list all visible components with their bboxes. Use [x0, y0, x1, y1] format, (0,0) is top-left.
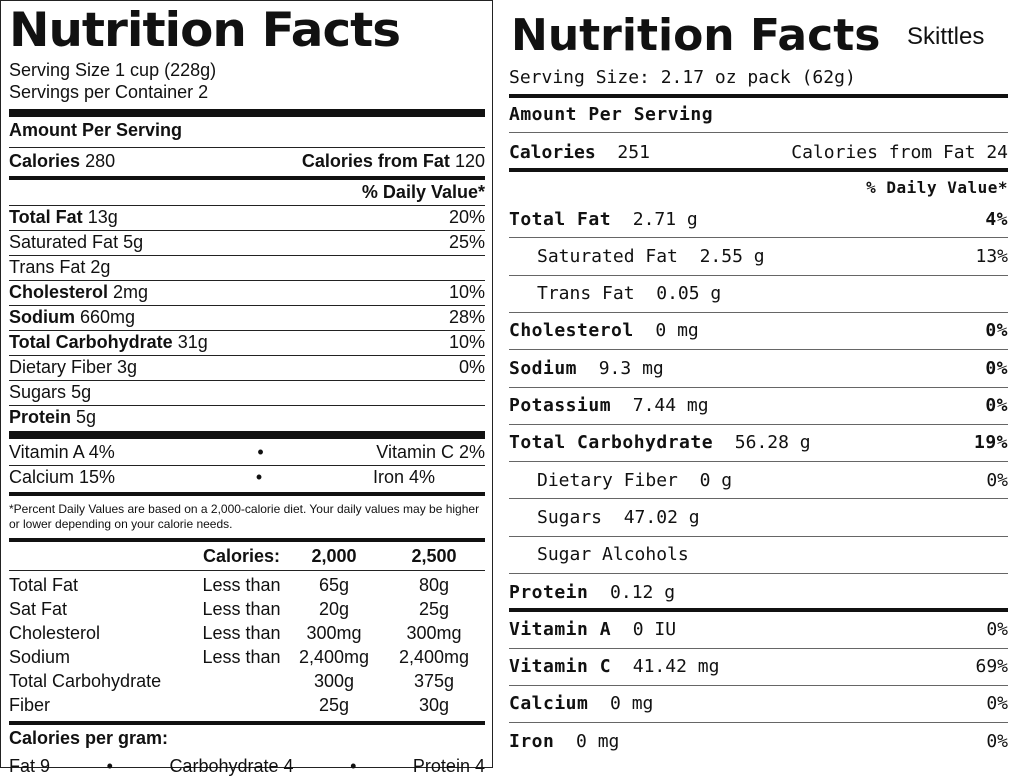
right-nutrient-row: Potassium 7.44 mg 0% — [509, 395, 1008, 416]
right-title: Nutrition Facts — [511, 10, 881, 61]
left-ref-cell: 300mg — [406, 623, 462, 643]
left-ref-cell: Less than — [202, 575, 281, 595]
left-nutrient-row: Protein 5g — [9, 407, 97, 427]
left-ref-cell: Cholesterol — [9, 623, 101, 643]
left-vitamin-row-2: Calcium 15% • Iron 4% — [9, 467, 435, 487]
left-footnote: *Percent Daily Values are based on a 2,0… — [9, 502, 480, 531]
left-ref-cell: 300g — [313, 671, 355, 691]
left-ref-cell: 30g — [418, 695, 450, 715]
left-calories-per-gram: Fat 9 • Carbohydrate 4 • Protein 4 — [9, 756, 485, 776]
right-nutrient-row: Total Fat 2.71 g 4% — [509, 208, 1008, 230]
left-reference-table: Calories: 2,000 2,500 — [202, 546, 457, 566]
right-vitamin-row: Vitamin A 0 IU 0% — [509, 618, 1008, 640]
left-ref-cell: 375g — [413, 671, 455, 691]
left-dv-header: % Daily Value* — [361, 182, 485, 202]
right-nutrient-row: Saturated Fat 2.55 g 13% — [537, 245, 1008, 267]
left-ref-cell: Less than — [202, 647, 281, 667]
left-title: Nutrition Facts — [9, 3, 401, 58]
left-ref-cell: 300mg — [306, 623, 362, 643]
left-ref-cell — [199, 693, 284, 717]
right-serving-size: Serving Size: 2.17 oz pack (62g) — [509, 66, 856, 88]
right-vitamin-row: Vitamin C 41.42 mg 69% — [509, 656, 1008, 678]
nutrition-label-generic: Nutrition Facts Serving Size 1 cup (228g… — [0, 0, 493, 776]
left-nutrient-row: Dietary Fiber 3g 0% — [9, 357, 485, 377]
left-serving-size: Serving Size 1 cup (228g) — [9, 60, 217, 80]
right-vitamin-row: Calcium 0 mg 0% — [509, 693, 1008, 715]
left-ref-cell: Sat Fat — [9, 599, 68, 619]
left-ref-cell: Total Carbohydrate — [9, 671, 162, 691]
divider-thick — [9, 109, 485, 117]
left-ref-cell: 25g — [318, 695, 350, 715]
left-ref-cell: Total Fat — [9, 575, 79, 595]
left-vitamin-row-1: Vitamin A 4% • Vitamin C 2% — [9, 442, 485, 462]
left-nutrient-row: Trans Fat 2g — [9, 257, 111, 277]
left-ref-cell: 80g — [418, 575, 450, 595]
left-ref-cell: 2,400mg — [298, 647, 370, 667]
left-nutrient-list: Total Fat 13g 20% Saturated Fat 5g 25% Trans… — [9, 205, 485, 430]
right-calories-from-fat: Calories from Fat 24 — [791, 141, 1008, 163]
left-amount-per-serving: Amount Per Serving — [9, 120, 183, 140]
right-nutrient-row: Total Carbohydrate 56.28 g 19% — [509, 432, 1008, 454]
right-nutrient-row: Sodium 9.3 mg 0% — [509, 357, 1008, 379]
right-dv-header: % Daily Value* — [866, 177, 1008, 197]
right-nutrient-row: Trans Fat 0.05 g — [537, 283, 722, 305]
left-nutrient-row: Sodium 660mg 28% — [9, 307, 485, 327]
left-servings-per-container: Servings per Container 2 — [9, 82, 209, 102]
left-ref-cell: Less than — [202, 599, 281, 619]
right-nutrient-row: Sugar Alcohols — [537, 544, 689, 566]
left-calories-from-fat: Calories from Fat 120 — [301, 151, 485, 171]
left-calories: Calories 280 — [9, 151, 116, 171]
left-ref-cell: 25g — [418, 599, 450, 619]
right-amount-per-serving: Amount Per Serving — [509, 103, 714, 125]
left-nutrient-row: Sugars 5g — [9, 382, 92, 402]
left-ref-cell: Fiber — [9, 695, 51, 715]
right-product-name: Skittles — [907, 23, 985, 50]
right-nutrient-row: Dietary Fiber 0 g 0% — [537, 469, 1008, 491]
left-ref-cell: Sodium — [9, 647, 71, 667]
left-nutrient-row: Total Fat 13g 20% — [9, 207, 485, 227]
right-nutrient-row: Protein 0.12 g — [509, 581, 676, 603]
left-ref-cell: 65g — [318, 575, 350, 595]
left-ref-cell: 20g — [318, 599, 350, 619]
right-calories: Calories 251 — [509, 141, 650, 163]
right-vitamin-row: Iron 0 mg 0% — [509, 730, 1008, 752]
right-nutrient-row: Cholesterol 0 mg 0% — [509, 320, 1008, 342]
left-ref-cell: 2,400mg — [398, 647, 470, 667]
nutrition-label-skittles: Nutrition Facts Skittles Serving Size: 2… — [503, 0, 1018, 768]
left-ref-cell: Less than — [202, 623, 281, 643]
left-nutrient-row: Total Carbohydrate 31g 10% — [9, 332, 485, 352]
left-ref-cell — [199, 669, 284, 693]
left-reference-rows: Total Fat Less than 65g 80g Sat Fat Less than… — [9, 573, 485, 717]
right-nutrient-row: Sugars 47.02 g — [537, 506, 700, 528]
left-nutrient-row: Cholesterol 2mg 10% — [9, 282, 485, 302]
left-nutrient-row: Saturated Fat 5g 25% — [9, 232, 485, 252]
left-calories-per-gram-title: Calories per gram: — [9, 728, 169, 748]
